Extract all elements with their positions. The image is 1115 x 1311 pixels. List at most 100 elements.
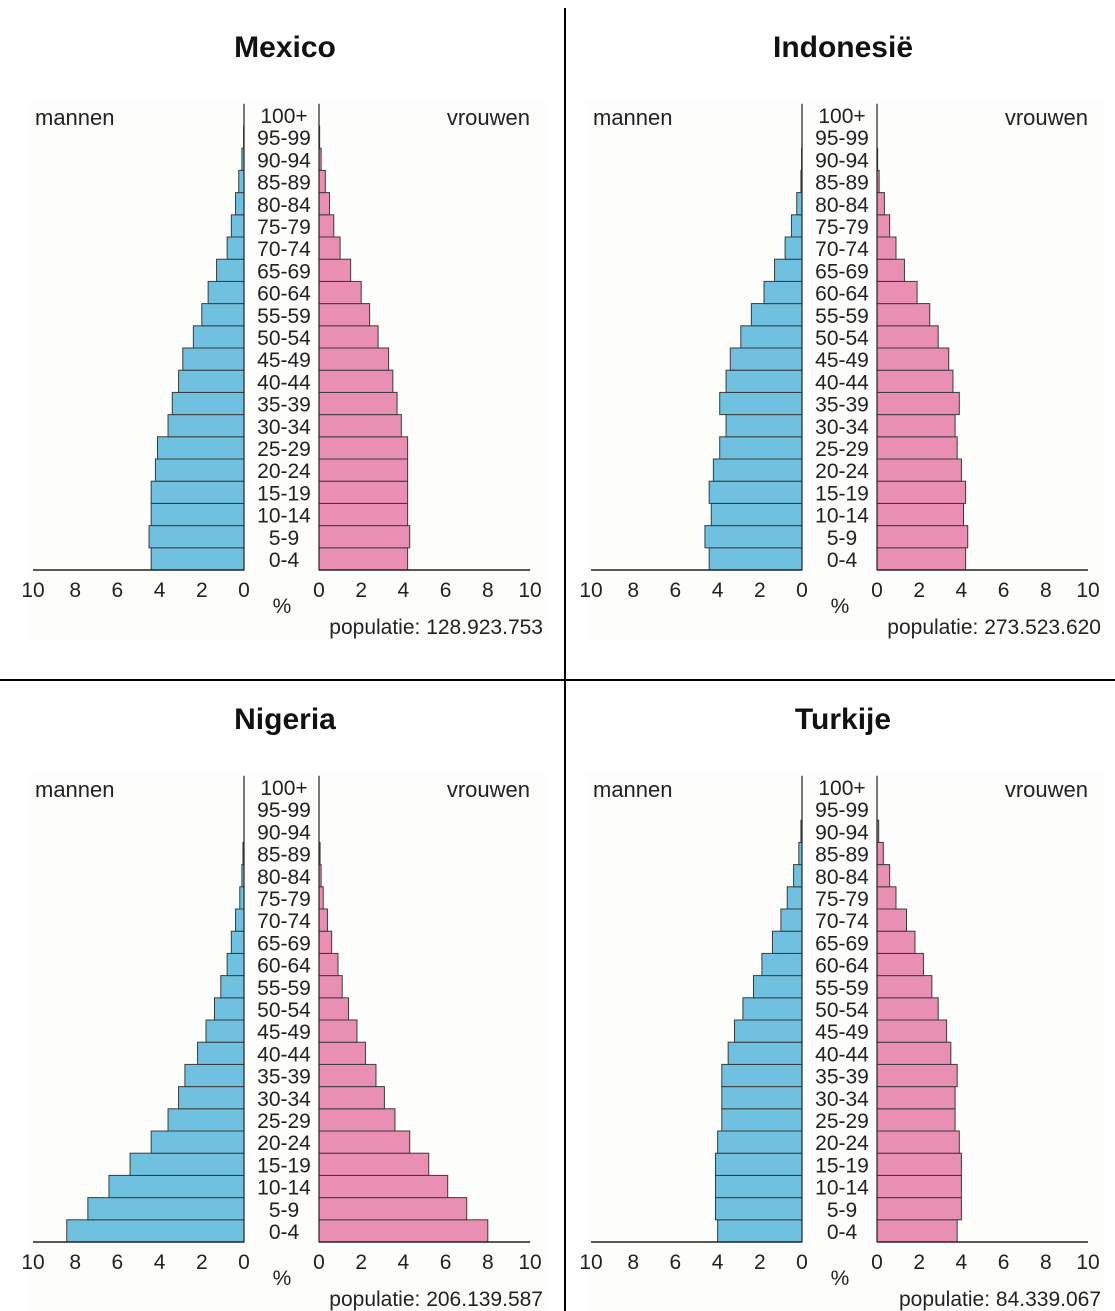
age-label: 5-9	[269, 1199, 299, 1222]
bar-women-30-34	[876, 414, 956, 438]
age-label: 35-39	[257, 394, 311, 417]
age-label: 95-99	[257, 127, 311, 150]
bar-women-15-19	[876, 1152, 962, 1176]
population-label: populatie: 128.923.753	[329, 616, 543, 639]
bar-women-60-64	[876, 280, 918, 305]
x-tick-label: 10	[21, 579, 44, 602]
x-tick-label: 8	[482, 579, 494, 602]
bar-women-55-59	[318, 975, 343, 999]
age-label: 25-29	[815, 1110, 869, 1133]
bar-women-25-29	[876, 1108, 956, 1132]
x-tick-label: 8	[627, 1251, 639, 1274]
x-tick-label: 8	[69, 1251, 81, 1274]
bar-men-5-9	[87, 1197, 245, 1221]
x-tick-label: 4	[712, 1251, 724, 1274]
chart-title: Mexico	[234, 31, 336, 64]
bar-women-75-79	[876, 886, 897, 910]
bar-men-40-44	[178, 369, 245, 393]
population-value: 206.139.587	[426, 1288, 543, 1311]
bar-women-35-39	[318, 1063, 377, 1088]
bar-men-55-59	[750, 303, 803, 327]
women-label: vrouwen	[447, 777, 530, 802]
x-tick-label: 0	[796, 579, 808, 602]
age-label: 25-29	[815, 438, 869, 461]
age-label: 30-34	[815, 416, 869, 439]
bar-men-55-59	[752, 975, 803, 999]
bar-women-45-49	[876, 347, 950, 371]
bar-women-35-39	[318, 391, 398, 416]
age-label: 45-49	[815, 1021, 869, 1044]
age-label: 55-59	[815, 305, 869, 328]
bar-men-40-44	[727, 1041, 803, 1065]
bar-men-35-39	[171, 391, 245, 416]
x-tick-label: 10	[21, 1251, 44, 1274]
x-tick-label: 8	[1040, 1251, 1052, 1274]
bar-men-75-79	[239, 886, 245, 910]
bar-women-55-59	[318, 303, 371, 327]
bar-men-40-44	[725, 369, 803, 393]
bar-men-35-39	[721, 1063, 803, 1088]
bar-women-45-49	[318, 1019, 358, 1043]
bar-men-35-39	[719, 391, 803, 416]
women-label: vrouwen	[447, 105, 530, 130]
x-tick-label: 0	[238, 579, 250, 602]
bar-women-30-34	[318, 414, 402, 438]
age-label: 70-74	[815, 910, 869, 933]
age-label: 75-79	[815, 888, 869, 911]
x-tick-label: 2	[913, 579, 925, 602]
bar-men-80-84	[793, 864, 803, 888]
bar-women-50-54	[318, 325, 379, 349]
age-label: 60-64	[815, 955, 869, 978]
x-tick-label: 2	[196, 1251, 208, 1274]
age-label: 85-89	[815, 844, 869, 867]
population-value: 84.339.067	[996, 1288, 1101, 1311]
population-prefix: populatie:	[887, 616, 984, 639]
x-tick-label: 6	[112, 579, 124, 602]
bars-group	[148, 125, 411, 571]
bar-men-50-54	[740, 325, 803, 349]
x-tick-label: 0	[796, 1251, 808, 1274]
age-label: 5-9	[269, 527, 299, 550]
bar-women-0-4	[318, 547, 409, 571]
bar-women-10-14	[876, 1174, 962, 1199]
bar-women-20-24	[876, 1130, 960, 1154]
bar-men-45-49	[182, 347, 245, 371]
x-tick-label: 2	[196, 579, 208, 602]
bar-men-0-4	[717, 1219, 803, 1243]
bar-women-20-24	[318, 458, 409, 482]
x-tick-label: 4	[154, 1251, 166, 1274]
bar-women-75-79	[876, 214, 891, 238]
bar-men-45-49	[729, 347, 803, 371]
x-tick-label: 6	[670, 1251, 682, 1274]
bar-men-45-49	[205, 1019, 245, 1043]
bar-women-55-59	[876, 975, 933, 999]
bar-men-0-4	[708, 547, 803, 571]
age-label: 90-94	[815, 821, 869, 844]
x-tick-label: 10	[518, 1251, 541, 1274]
age-label: 70-74	[815, 238, 869, 261]
bar-women-0-4	[876, 1219, 958, 1243]
panel-mexico: Mexico mannen vrouwen 0-4 5-9 10-14 15-19 20-24…	[0, 0, 560, 672]
chart-title: Nigeria	[234, 703, 336, 736]
bar-men-5-9	[714, 1197, 803, 1221]
bar-women-5-9	[318, 1197, 468, 1221]
unit-label: %	[831, 1267, 850, 1290]
age-label: 15-19	[257, 482, 311, 505]
age-label: 20-24	[815, 1132, 869, 1155]
age-label: 30-34	[257, 1088, 311, 1111]
panel-indonesie: Indonesië mannen vrouwen 0-4 5-9 10-14 15-19 20…	[558, 0, 1115, 672]
age-label: 60-64	[815, 283, 869, 306]
bar-men-50-54	[192, 325, 245, 349]
bar-women-0-4	[318, 1219, 489, 1243]
bar-women-80-84	[318, 192, 331, 216]
age-label: 95-99	[815, 127, 869, 150]
age-label: 55-59	[257, 305, 311, 328]
plot-background	[586, 772, 1104, 1311]
x-tick-label: 8	[627, 579, 639, 602]
bar-men-5-9	[148, 525, 245, 549]
bar-men-75-79	[786, 886, 803, 910]
bar-men-65-69	[771, 930, 803, 954]
bar-men-80-84	[235, 192, 245, 216]
age-label: 0-4	[827, 549, 858, 572]
age-label: 35-39	[815, 394, 869, 417]
